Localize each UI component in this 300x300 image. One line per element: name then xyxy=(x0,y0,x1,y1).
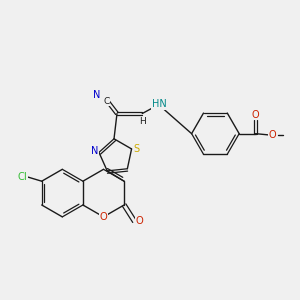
Text: S: S xyxy=(134,144,140,154)
Text: O: O xyxy=(100,212,107,222)
Text: Cl: Cl xyxy=(18,172,27,182)
Text: O: O xyxy=(268,130,276,140)
Text: C: C xyxy=(103,97,110,106)
Text: N: N xyxy=(91,146,98,156)
Text: O: O xyxy=(252,110,259,120)
Text: H: H xyxy=(139,117,146,126)
Text: O: O xyxy=(136,216,144,226)
Text: HN: HN xyxy=(152,99,167,109)
Text: N: N xyxy=(93,90,100,100)
